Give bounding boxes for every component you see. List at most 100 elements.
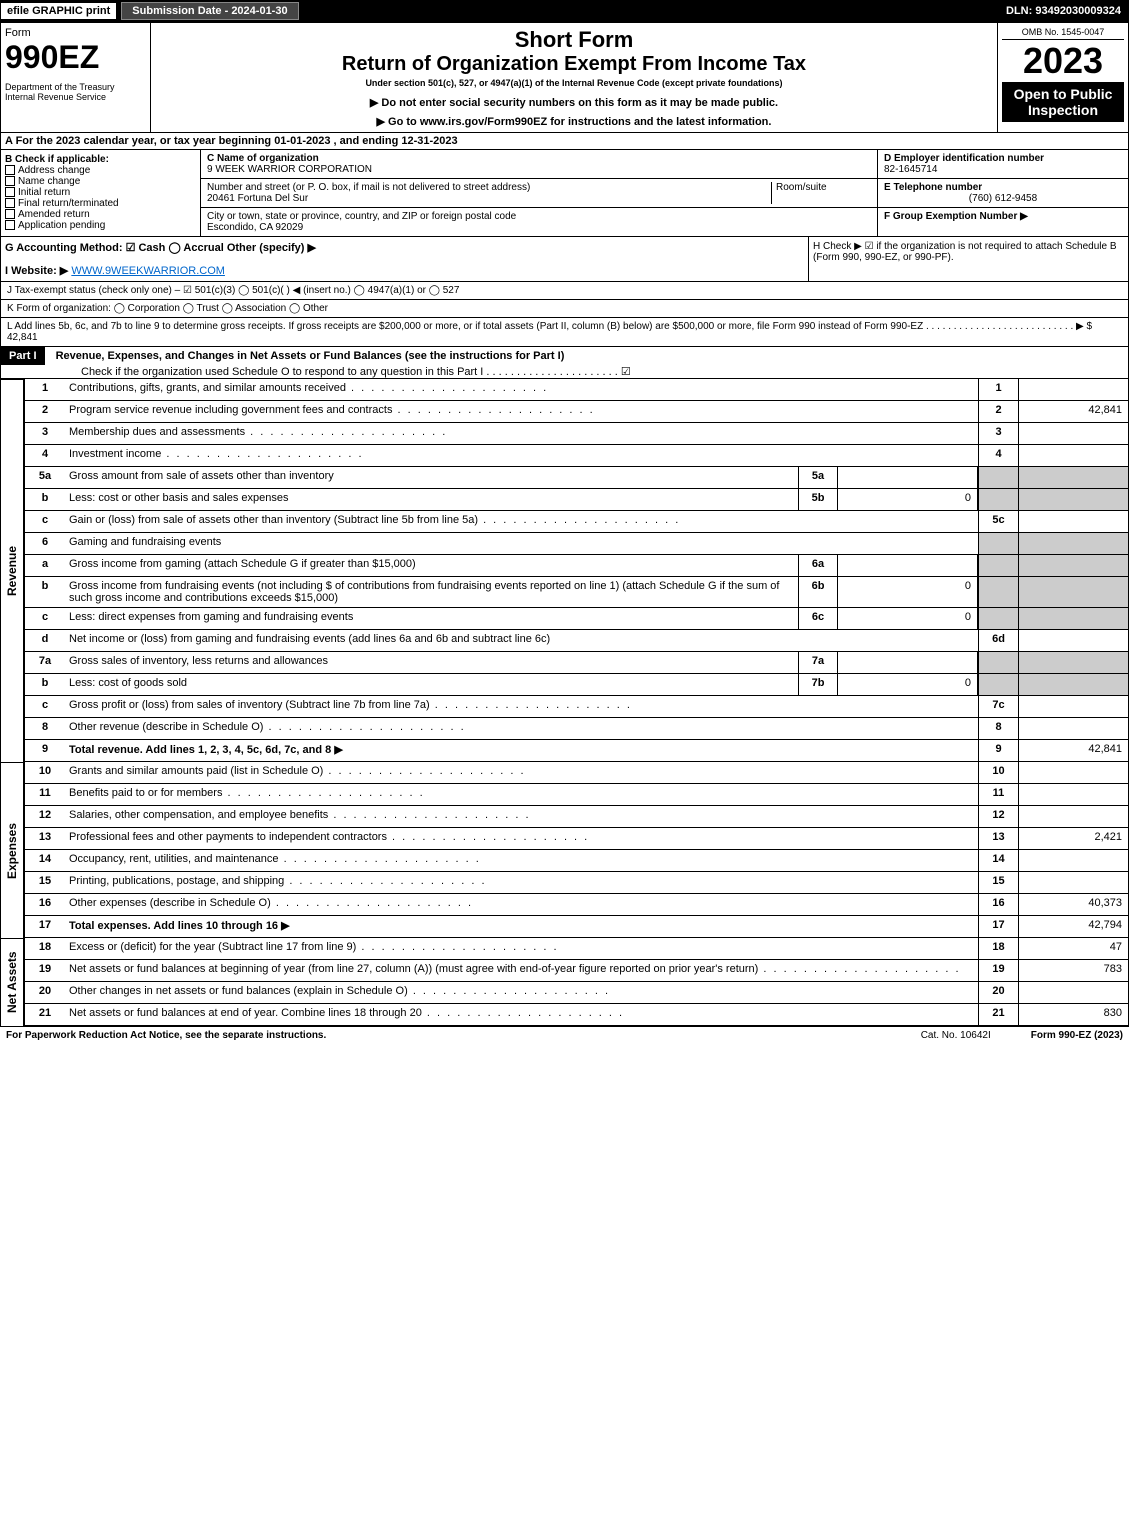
b-opt-5[interactable]: Application pending [5, 220, 196, 231]
city-block: City or town, state or province, country… [201, 208, 877, 236]
f-label: F Group Exemption Number ▶ [884, 211, 1028, 222]
line-10: 10Grants and similar amounts paid (list … [24, 762, 1129, 784]
e-label: E Telephone number [884, 182, 1122, 193]
footer-mid: Cat. No. 10642I [921, 1030, 991, 1041]
c-name-label: C Name of organization [207, 153, 871, 164]
l-line: L Add lines 5b, 6c, and 7b to line 9 to … [0, 318, 1129, 347]
j-line: J Tax-exempt status (check only one) – ☑… [0, 282, 1129, 300]
b-label: B Check if applicable: [5, 154, 196, 165]
line-5b: bLess: cost or other basis and sales exp… [24, 489, 1129, 511]
b-opt-4[interactable]: Amended return [5, 209, 196, 220]
short-form-title: Short Form [155, 27, 993, 53]
line-7c: cGross profit or (loss) from sales of in… [24, 696, 1129, 718]
ssn-warning: ▶ Do not enter social security numbers o… [155, 96, 993, 109]
org-name: 9 WEEK WARRIOR CORPORATION [207, 164, 871, 175]
line-15: 15Printing, publications, postage, and s… [24, 872, 1129, 894]
line-18: 18Excess or (deficit) for the year (Subt… [24, 938, 1129, 960]
b-opt-0[interactable]: Address change [5, 165, 196, 176]
line-6a: aGross income from gaming (attach Schedu… [24, 555, 1129, 577]
info-block: B Check if applicable: Address change Na… [0, 150, 1129, 237]
col-c: C Name of organization 9 WEEK WARRIOR CO… [201, 150, 878, 236]
ein: 82-1645714 [884, 164, 1122, 175]
addr: 20461 Fortuna Del Sur [207, 193, 771, 204]
line-9: 9Total revenue. Add lines 1, 2, 3, 4, 5c… [24, 740, 1129, 762]
k-line: K Form of organization: ◯ Corporation ◯ … [0, 300, 1129, 318]
i-label: I Website: ▶ [5, 265, 68, 277]
section-a: A For the 2023 calendar year, or tax yea… [0, 133, 1129, 150]
expenses-side-label: Expenses [0, 762, 24, 938]
part1-header: Part I Revenue, Expenses, and Changes in… [0, 347, 1129, 379]
room-label: Room/suite [771, 182, 871, 204]
line-20: 20Other changes in net assets or fund ba… [24, 982, 1129, 1004]
g-accounting: G Accounting Method: ☑ Cash ◯ Accrual Ot… [1, 237, 808, 281]
line-4: 4Investment income4 [24, 445, 1129, 467]
tax-year: 2023 [1002, 40, 1124, 82]
tel: (760) 612-9458 [884, 193, 1122, 204]
part1-heading: Revenue, Expenses, and Changes in Net As… [48, 350, 565, 362]
website-link[interactable]: WWW.9WEEKWARRIOR.COM [71, 265, 225, 277]
line-11: 11Benefits paid to or for members11 [24, 784, 1129, 806]
b-opt-3[interactable]: Final return/terminated [5, 198, 196, 209]
goto-link[interactable]: ▶ Go to www.irs.gov/Form990EZ for instru… [155, 115, 993, 128]
net-assets-section: Net Assets 18Excess or (deficit) for the… [0, 938, 1129, 1026]
revenue-section: Revenue 1Contributions, gifts, grants, a… [0, 379, 1129, 762]
efile-label: efile GRAPHIC print [0, 2, 117, 20]
form-number: 990EZ [5, 39, 146, 76]
line-3: 3Membership dues and assessments3 [24, 423, 1129, 445]
line-19: 19Net assets or fund balances at beginni… [24, 960, 1129, 982]
row-gh: G Accounting Method: ☑ Cash ◯ Accrual Ot… [0, 237, 1129, 282]
open-public: Open to Public Inspection [1002, 82, 1124, 122]
b-opt-1[interactable]: Name change [5, 176, 196, 187]
tel-block: E Telephone number (760) 612-9458 [878, 179, 1128, 208]
expenses-section: Expenses 10Grants and similar amounts pa… [0, 762, 1129, 938]
line-2: 2Program service revenue including gover… [24, 401, 1129, 423]
dept: Department of the Treasury Internal Reve… [5, 82, 146, 102]
header-right: OMB No. 1545-0047 2023 Open to Public In… [998, 23, 1128, 132]
form-word: Form [5, 27, 146, 39]
group-block: F Group Exemption Number ▶ [878, 208, 1128, 225]
omb: OMB No. 1545-0047 [1002, 27, 1124, 40]
submission-date: Submission Date - 2024-01-30 [121, 2, 298, 20]
line-5c: cGain or (loss) from sale of assets othe… [24, 511, 1129, 533]
addr-label: Number and street (or P. O. box, if mail… [207, 182, 771, 193]
col-b: B Check if applicable: Address change Na… [1, 150, 201, 236]
top-bar: efile GRAPHIC print Submission Date - 20… [0, 0, 1129, 22]
b-opt-2[interactable]: Initial return [5, 187, 196, 198]
line-21: 21Net assets or fund balances at end of … [24, 1004, 1129, 1026]
part1-label: Part I [1, 347, 45, 365]
line-5a: 5aGross amount from sale of assets other… [24, 467, 1129, 489]
line-14: 14Occupancy, rent, utilities, and mainte… [24, 850, 1129, 872]
ein-block: D Employer identification number 82-1645… [878, 150, 1128, 179]
line-1: 1Contributions, gifts, grants, and simil… [24, 379, 1129, 401]
org-name-block: C Name of organization 9 WEEK WARRIOR CO… [201, 150, 877, 179]
col-d: D Employer identification number 82-1645… [878, 150, 1128, 236]
line-7a: 7aGross sales of inventory, less returns… [24, 652, 1129, 674]
net-side-label: Net Assets [0, 938, 24, 1026]
line-12: 12Salaries, other compensation, and empl… [24, 806, 1129, 828]
h-check: H Check ▶ ☑ if the organization is not r… [808, 237, 1128, 281]
line-6d: dNet income or (loss) from gaming and fu… [24, 630, 1129, 652]
part1-check: Check if the organization used Schedule … [1, 365, 1128, 378]
dln: DLN: 93492030009324 [1006, 5, 1129, 17]
addr-block: Number and street (or P. O. box, if mail… [201, 179, 877, 208]
header-center: Short Form Return of Organization Exempt… [151, 23, 998, 132]
line-17: 17Total expenses. Add lines 10 through 1… [24, 916, 1129, 938]
d-label: D Employer identification number [884, 153, 1122, 164]
subtitle: Under section 501(c), 527, or 4947(a)(1)… [155, 78, 993, 88]
line-7b: bLess: cost of goods sold7b0 [24, 674, 1129, 696]
line-8: 8Other revenue (describe in Schedule O)8 [24, 718, 1129, 740]
line-6b: bGross income from fundraising events (n… [24, 577, 1129, 608]
header-left: Form 990EZ Department of the Treasury In… [1, 23, 151, 132]
return-title: Return of Organization Exempt From Incom… [155, 53, 993, 76]
city: Escondido, CA 92029 [207, 222, 871, 233]
footer-right: Form 990-EZ (2023) [1031, 1030, 1123, 1041]
page-footer: For Paperwork Reduction Act Notice, see … [0, 1026, 1129, 1044]
line-16: 16Other expenses (describe in Schedule O… [24, 894, 1129, 916]
footer-left: For Paperwork Reduction Act Notice, see … [6, 1030, 326, 1041]
form-header: Form 990EZ Department of the Treasury In… [0, 22, 1129, 133]
city-label: City or town, state or province, country… [207, 211, 871, 222]
line-6c: cLess: direct expenses from gaming and f… [24, 608, 1129, 630]
revenue-side-label: Revenue [0, 379, 24, 762]
line-13: 13Professional fees and other payments t… [24, 828, 1129, 850]
line-6: 6Gaming and fundraising events [24, 533, 1129, 555]
